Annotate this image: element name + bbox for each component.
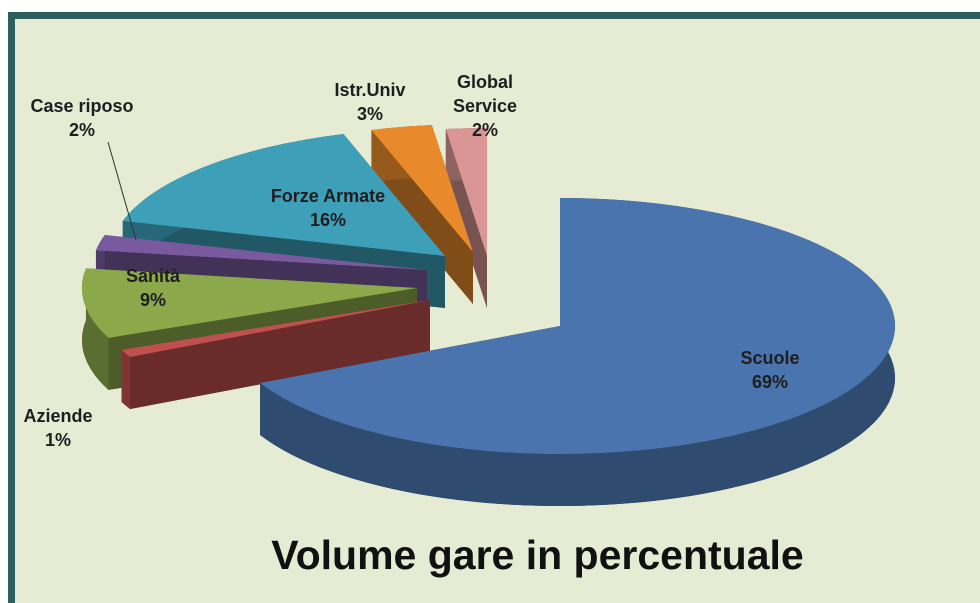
slice-label: Istr.Univ (334, 80, 406, 100)
slice-side (121, 349, 131, 410)
slice-wall (121, 300, 431, 402)
chart-title: Volume gare in percentuale (271, 532, 804, 578)
slice-value-label: 16% (309, 210, 347, 230)
slice-value-label: 3% (356, 104, 383, 124)
slice-label: Forze Armate (270, 186, 386, 206)
slice-value-label: 1% (44, 430, 71, 450)
leader-line (107, 141, 137, 241)
slice-side (82, 268, 109, 390)
slice (371, 124, 473, 252)
slice-value-label: 2% (471, 120, 498, 140)
slice-value-label: 69% (751, 372, 789, 392)
slice (82, 268, 417, 338)
slice-label: Case riposo (30, 96, 134, 116)
slice-label: Aziende (23, 406, 93, 426)
slice (445, 128, 487, 256)
slice-label: Global Service (452, 72, 518, 116)
slice (121, 300, 431, 358)
slice-value-label: 2% (68, 120, 95, 140)
slice (95, 234, 427, 270)
slice-label: Scuole (740, 348, 800, 368)
slice (260, 198, 895, 454)
slice (122, 134, 446, 256)
slice-value-label: 9% (139, 290, 166, 310)
slice-label: Sanità (125, 266, 181, 286)
